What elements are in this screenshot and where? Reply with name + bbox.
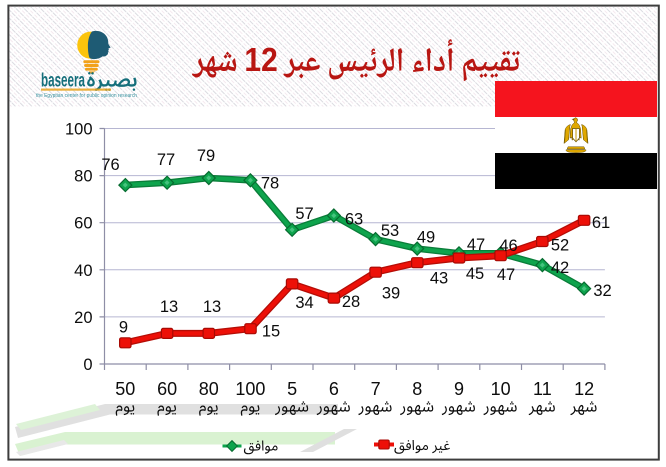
svg-text:45: 45: [466, 265, 484, 283]
svg-text:32: 32: [593, 282, 611, 300]
svg-text:78: 78: [261, 175, 279, 193]
svg-text:10: 10: [491, 379, 511, 399]
svg-text:47: 47: [467, 236, 485, 254]
svg-text:0: 0: [83, 356, 92, 374]
svg-text:42: 42: [551, 259, 569, 277]
svg-text:13: 13: [203, 298, 221, 316]
svg-text:50: 50: [115, 379, 135, 399]
svg-text:39: 39: [382, 285, 400, 303]
svg-text:80: 80: [199, 379, 219, 399]
svg-text:40: 40: [74, 262, 92, 280]
svg-text:100: 100: [65, 121, 93, 139]
svg-text:9: 9: [454, 379, 464, 399]
svg-text:baseera: baseera: [41, 71, 85, 92]
svg-text:5: 5: [287, 379, 297, 399]
svg-text:20: 20: [74, 309, 92, 327]
svg-text:63: 63: [345, 211, 363, 229]
svg-text:7: 7: [371, 379, 381, 399]
svg-text:49: 49: [417, 229, 435, 247]
svg-text:9: 9: [119, 319, 128, 337]
svg-text:77: 77: [157, 151, 175, 169]
svg-text:76: 76: [101, 156, 119, 174]
svg-text:53: 53: [381, 222, 399, 240]
svg-text:60: 60: [74, 215, 92, 233]
svg-text:43: 43: [430, 270, 448, 288]
svg-text:6: 6: [329, 379, 339, 399]
svg-text:79: 79: [197, 147, 215, 165]
svg-text:46: 46: [499, 237, 517, 255]
svg-text:52: 52: [551, 237, 569, 255]
svg-text:47: 47: [497, 266, 515, 284]
svg-text:80: 80: [74, 168, 92, 186]
svg-text:34: 34: [295, 294, 313, 312]
svg-text:100: 100: [235, 379, 265, 399]
svg-text:60: 60: [157, 379, 177, 399]
svg-text:57: 57: [295, 205, 313, 223]
svg-text:8: 8: [412, 379, 422, 399]
svg-text:the Egyptian center for public: the Egyptian center for public opinion r…: [36, 93, 137, 99]
svg-text:11: 11: [533, 379, 552, 399]
svg-text:12: 12: [574, 379, 594, 399]
svg-text:61: 61: [592, 214, 610, 232]
svg-text:15: 15: [262, 323, 280, 341]
svg-text:28: 28: [342, 293, 360, 311]
svg-text:13: 13: [160, 298, 178, 316]
